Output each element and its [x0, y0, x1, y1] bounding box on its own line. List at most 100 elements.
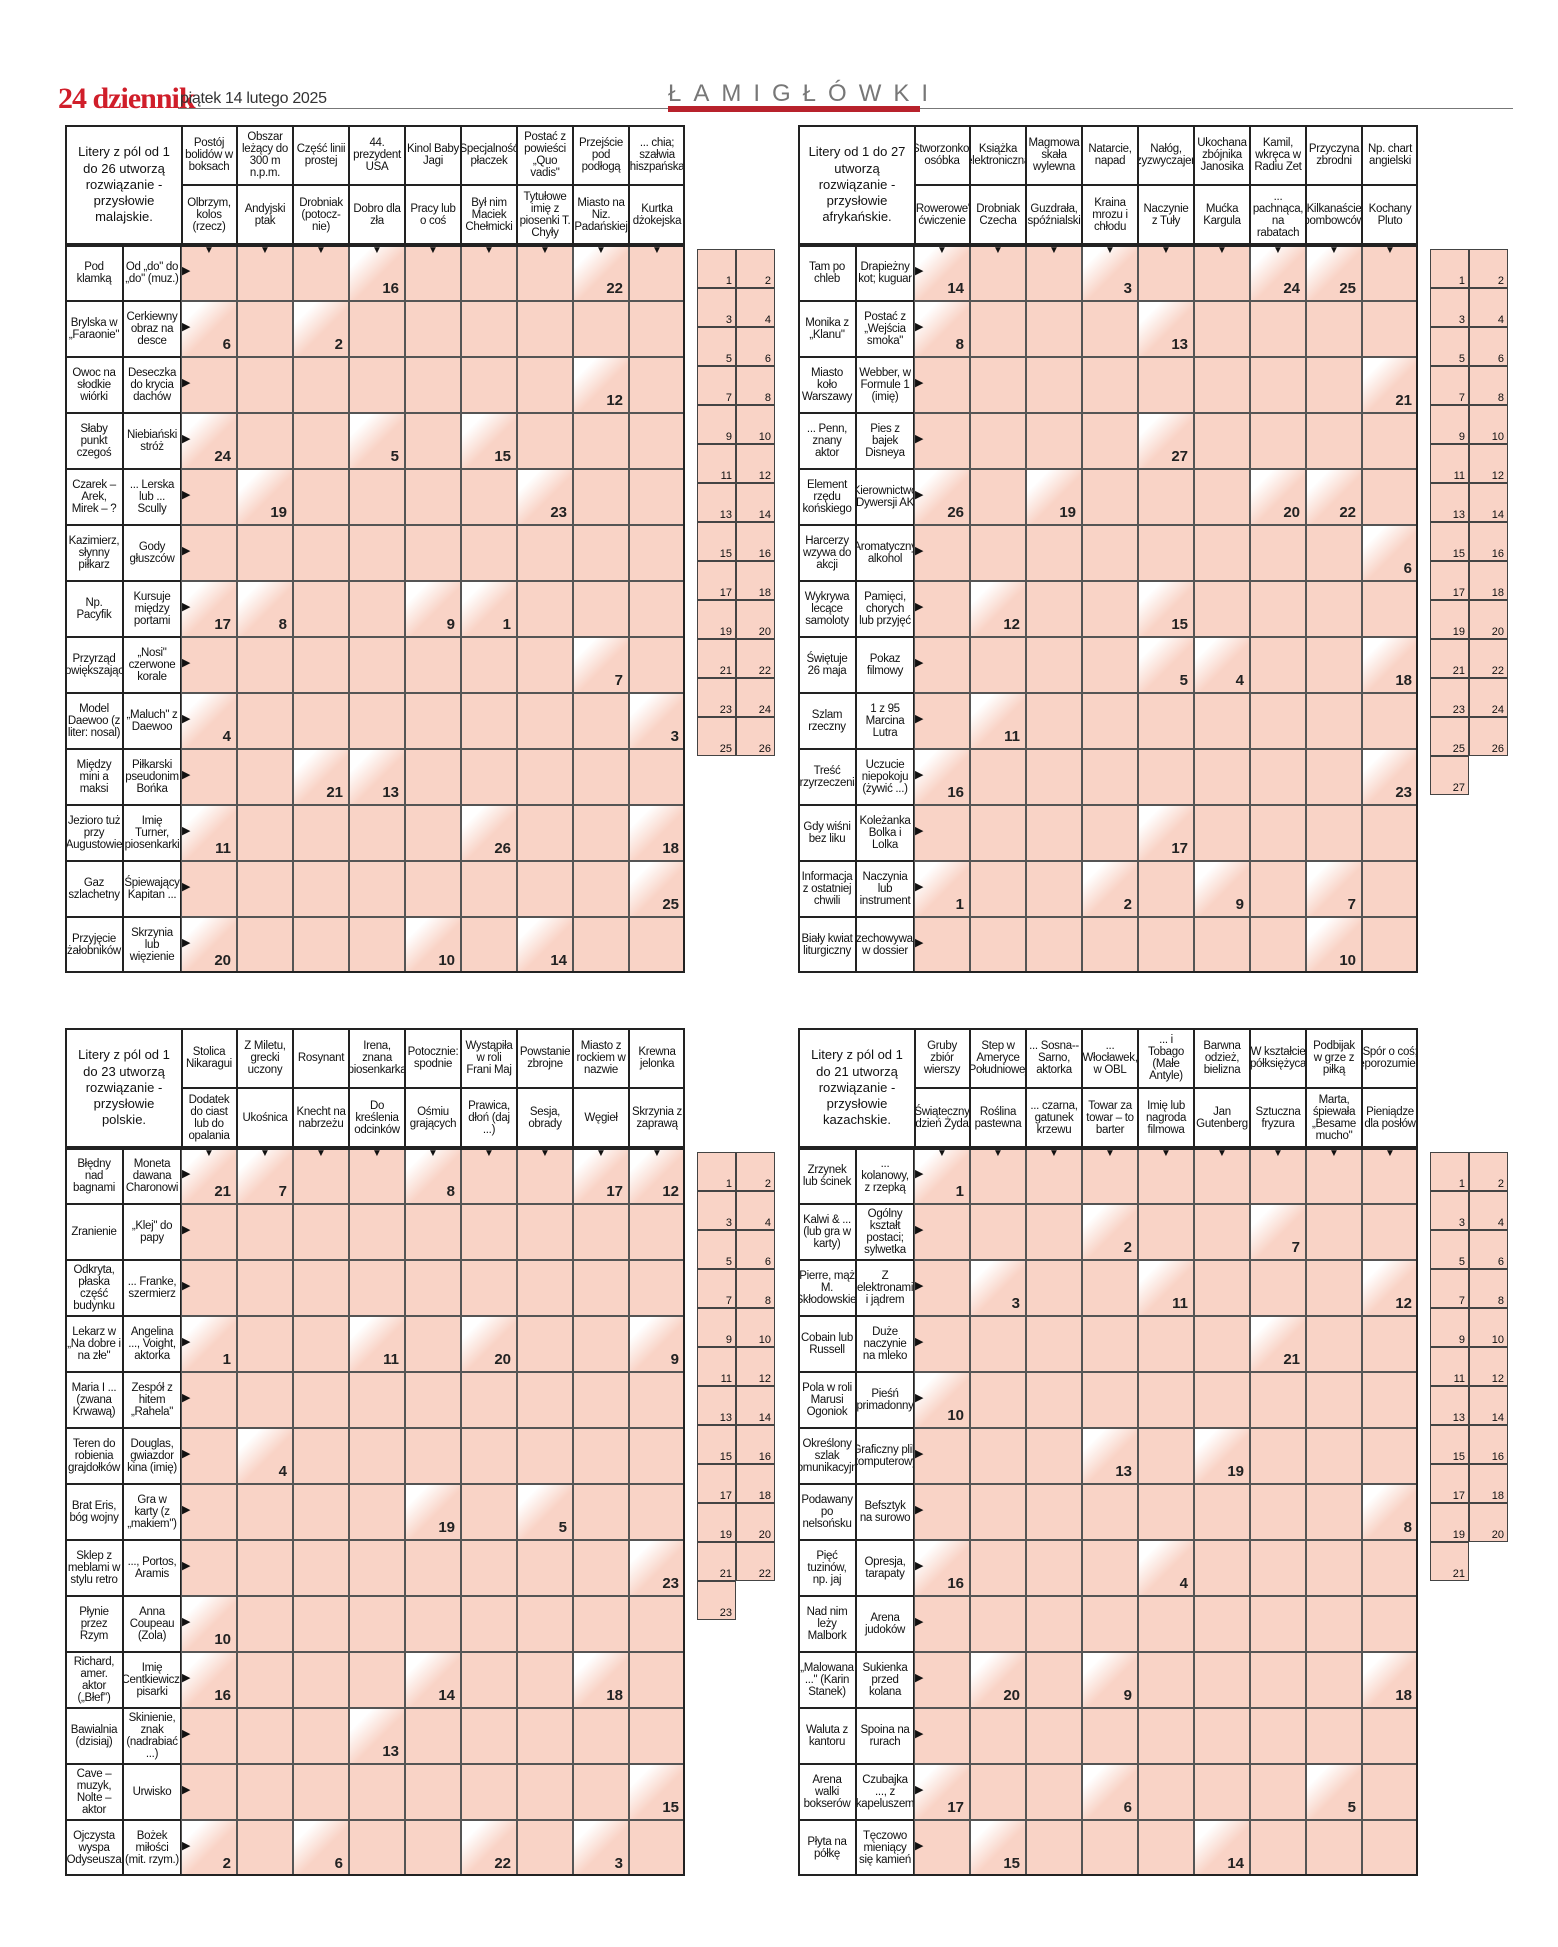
grid-cell[interactable] — [1362, 1372, 1418, 1428]
solution-cell[interactable]: 12 — [736, 1347, 775, 1386]
grid-cell[interactable]: ▶ — [914, 1428, 970, 1484]
grid-cell[interactable] — [1026, 1820, 1082, 1876]
grid-cell[interactable]: ▼ 25 — [1306, 245, 1362, 301]
solution-cell[interactable]: 6 — [736, 1230, 775, 1269]
grid-cell[interactable] — [1306, 581, 1362, 637]
grid-cell[interactable]: 19 — [1026, 469, 1082, 525]
grid-cell[interactable] — [573, 693, 629, 749]
grid-cell[interactable] — [517, 1204, 573, 1260]
grid-cell[interactable] — [573, 917, 629, 973]
grid-cell[interactable] — [405, 637, 461, 693]
grid-cell[interactable] — [1306, 1428, 1362, 1484]
grid-cell[interactable] — [1026, 1540, 1082, 1596]
grid-cell[interactable]: ▼ — [1026, 1148, 1082, 1204]
grid-cell[interactable] — [405, 1372, 461, 1428]
grid-cell[interactable] — [1306, 1596, 1362, 1652]
grid-cell[interactable]: ▶ 2 — [181, 1820, 237, 1876]
grid-cell[interactable] — [461, 1596, 517, 1652]
grid-cell[interactable] — [629, 1204, 685, 1260]
grid-cell[interactable] — [1250, 1820, 1306, 1876]
grid-cell[interactable] — [405, 301, 461, 357]
solution-cell[interactable]: 22 — [736, 1542, 775, 1581]
grid-cell[interactable]: ▼ — [1194, 1148, 1250, 1204]
grid-cell[interactable]: 6 — [293, 1820, 349, 1876]
grid-cell[interactable] — [517, 301, 573, 357]
solution-cell[interactable]: 25 — [697, 717, 736, 756]
grid-cell[interactable] — [1138, 469, 1194, 525]
grid-cell[interactable] — [1194, 413, 1250, 469]
solution-cell[interactable]: 26 — [1469, 717, 1508, 756]
grid-cell[interactable]: ▼ — [293, 245, 349, 301]
grid-cell[interactable] — [349, 1652, 405, 1708]
grid-cell[interactable]: ▶ 16 — [181, 1652, 237, 1708]
solution-cell[interactable]: 10 — [736, 405, 775, 444]
solution-cell[interactable]: 16 — [736, 522, 775, 561]
grid-cell[interactable] — [629, 1596, 685, 1652]
grid-cell[interactable] — [1026, 581, 1082, 637]
solution-cell[interactable]: 18 — [736, 1464, 775, 1503]
grid-cell[interactable]: ▶ — [181, 1764, 237, 1820]
grid-cell[interactable] — [1082, 1260, 1138, 1316]
grid-cell[interactable] — [237, 805, 293, 861]
grid-cell[interactable] — [1082, 637, 1138, 693]
grid-cell[interactable]: ▶ — [914, 1484, 970, 1540]
grid-cell[interactable]: ▶ — [914, 1204, 970, 1260]
grid-cell[interactable]: 4 — [237, 1428, 293, 1484]
solution-cell[interactable]: 2 — [736, 1152, 775, 1191]
solution-cell[interactable]: 21 — [1430, 1542, 1469, 1581]
solution-cell[interactable]: 17 — [1430, 561, 1469, 600]
grid-cell[interactable]: ▶ — [914, 1652, 970, 1708]
grid-cell[interactable] — [349, 1484, 405, 1540]
grid-cell[interactable]: ▼ — [461, 1148, 517, 1204]
grid-cell[interactable] — [517, 1820, 573, 1876]
grid-cell[interactable] — [1082, 413, 1138, 469]
grid-cell[interactable] — [1250, 1596, 1306, 1652]
grid-cell[interactable] — [1194, 357, 1250, 413]
grid-cell[interactable] — [1026, 749, 1082, 805]
solution-cell[interactable]: 20 — [736, 600, 775, 639]
grid-cell[interactable]: 13 — [349, 1708, 405, 1764]
grid-cell[interactable] — [517, 1764, 573, 1820]
grid-cell[interactable]: ▶ — [181, 861, 237, 917]
grid-cell[interactable]: 2 — [1082, 1204, 1138, 1260]
grid-cell[interactable] — [405, 749, 461, 805]
grid-cell[interactable] — [1306, 1820, 1362, 1876]
grid-cell[interactable]: 13 — [1082, 1428, 1138, 1484]
grid-cell[interactable]: ▶ — [181, 1428, 237, 1484]
grid-cell[interactable] — [573, 1428, 629, 1484]
grid-cell[interactable] — [629, 469, 685, 525]
grid-cell[interactable]: 6 — [1362, 525, 1418, 581]
grid-cell[interactable] — [405, 469, 461, 525]
grid-cell[interactable]: ▶ — [914, 637, 970, 693]
grid-cell[interactable] — [293, 917, 349, 973]
grid-cell[interactable] — [1138, 1428, 1194, 1484]
solution-cell[interactable]: 7 — [697, 366, 736, 405]
grid-cell[interactable]: 13 — [349, 749, 405, 805]
grid-cell[interactable]: ▶ — [181, 1484, 237, 1540]
grid-cell[interactable]: 4 — [1194, 637, 1250, 693]
grid-cell[interactable] — [405, 1428, 461, 1484]
grid-cell[interactable] — [1362, 581, 1418, 637]
solution-cell[interactable]: 7 — [1430, 366, 1469, 405]
grid-cell[interactable] — [970, 357, 1026, 413]
grid-cell[interactable] — [349, 1204, 405, 1260]
grid-cell[interactable] — [1250, 805, 1306, 861]
solution-cell[interactable]: 6 — [1469, 327, 1508, 366]
grid-cell[interactable] — [237, 1652, 293, 1708]
grid-cell[interactable] — [405, 525, 461, 581]
grid-cell[interactable] — [1250, 1652, 1306, 1708]
solution-cell[interactable]: 20 — [736, 1503, 775, 1542]
grid-cell[interactable] — [1082, 805, 1138, 861]
grid-cell[interactable] — [517, 1596, 573, 1652]
grid-cell[interactable]: 12 — [573, 357, 629, 413]
grid-cell[interactable] — [1138, 1820, 1194, 1876]
grid-cell[interactable] — [237, 1708, 293, 1764]
grid-cell[interactable] — [517, 525, 573, 581]
grid-cell[interactable] — [1306, 1204, 1362, 1260]
solution-cell[interactable]: 8 — [1469, 366, 1508, 405]
grid-cell[interactable]: 11 — [970, 693, 1026, 749]
grid-cell[interactable] — [970, 469, 1026, 525]
grid-cell[interactable] — [573, 861, 629, 917]
grid-cell[interactable] — [1306, 749, 1362, 805]
grid-cell[interactable] — [970, 861, 1026, 917]
